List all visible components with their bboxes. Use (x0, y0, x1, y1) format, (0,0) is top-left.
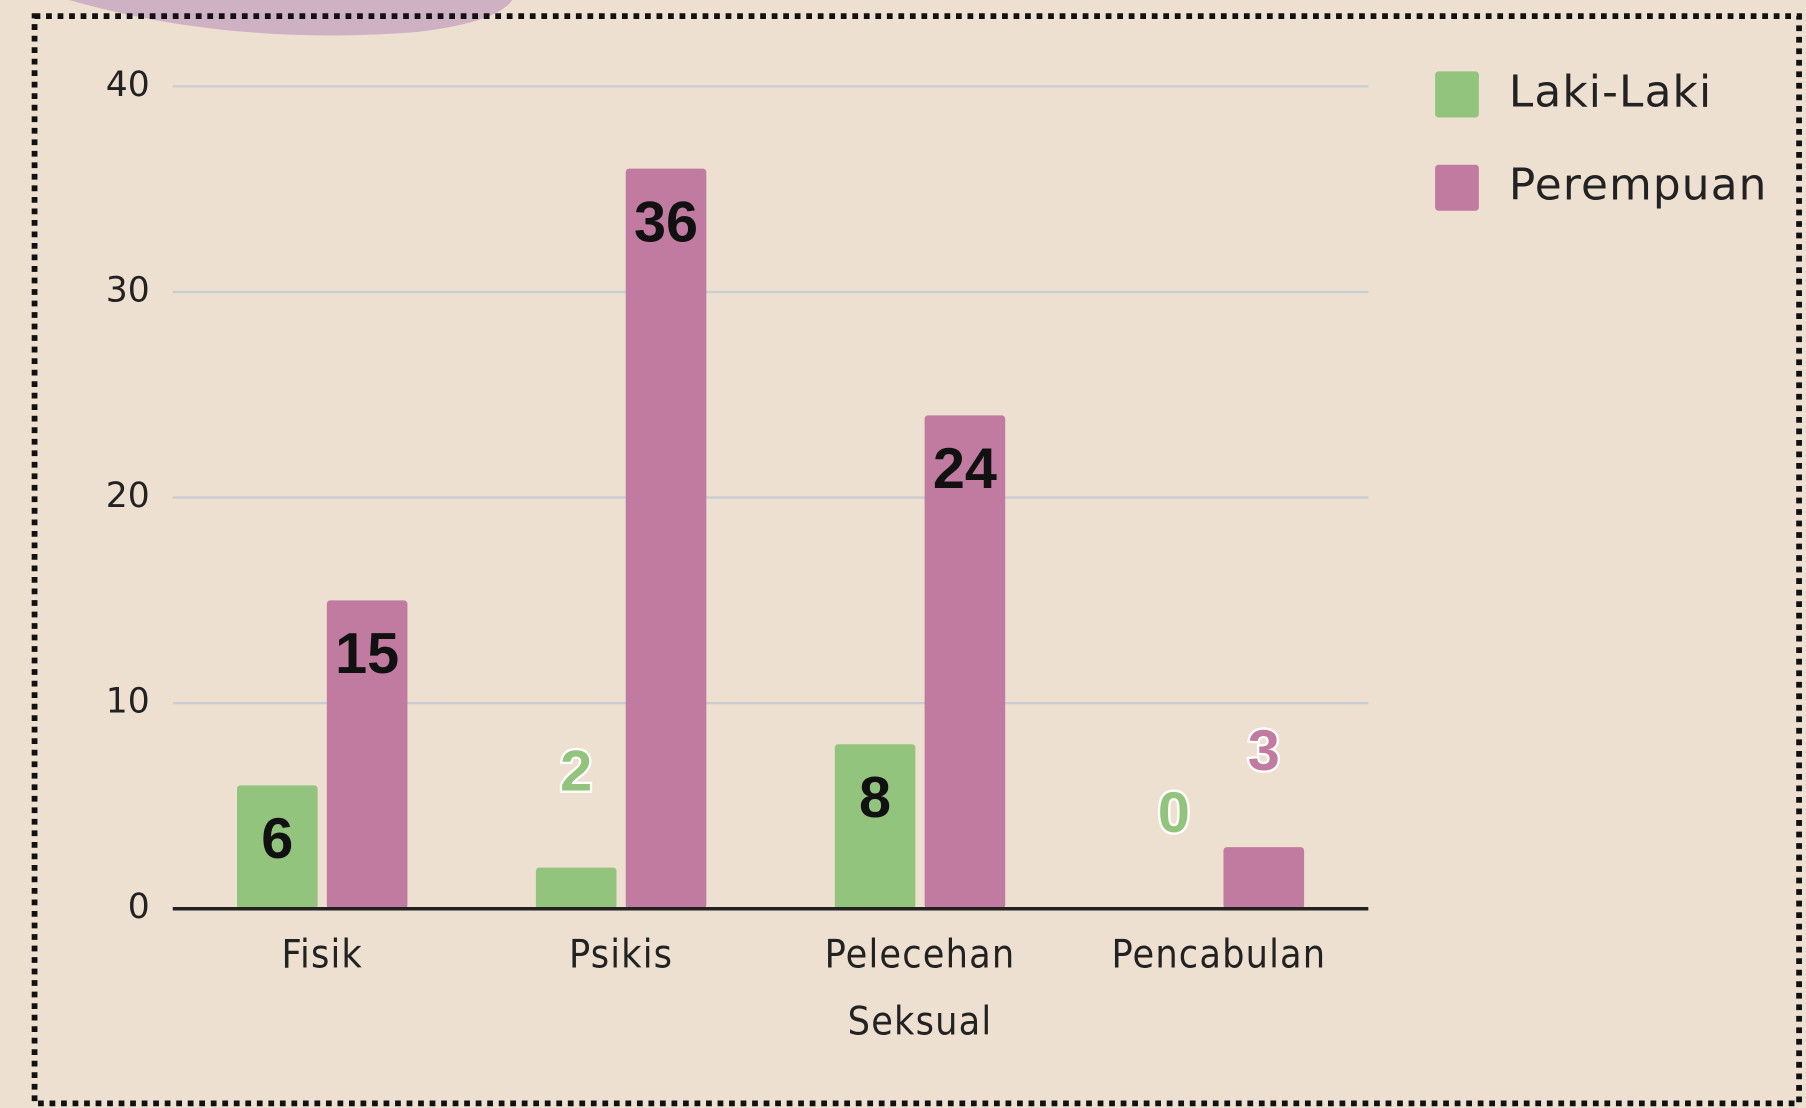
x-tick-label-box: Pelecehan Seksual (824, 931, 1016, 1045)
frame (31, 13, 1802, 1107)
bar (834, 744, 916, 909)
legend-swatch (1435, 164, 1479, 211)
value-label: 24 (933, 437, 997, 501)
bar (1223, 847, 1305, 909)
x-tick-label: Pencabulan (1111, 931, 1327, 978)
value-label: 8 (859, 766, 891, 830)
bar (924, 415, 1006, 909)
bar (236, 785, 318, 909)
y-tick-label: 30 (106, 270, 150, 310)
y-tick-label: 20 (106, 476, 150, 516)
x-tick-label-box: Pencabulan (1111, 931, 1327, 978)
legend-swatch (1435, 71, 1479, 118)
value-label: 3 (1248, 719, 1280, 783)
bar (326, 600, 408, 909)
y-tick-label: 10 (106, 682, 150, 722)
y-tick-label: 40 (106, 65, 150, 105)
value-label: 6 (261, 807, 293, 871)
x-tick-label: Fisik (281, 931, 363, 978)
y-tick-label: 0 (128, 887, 150, 927)
legend-label: Perempuan (1509, 160, 1768, 211)
value-label: 36 (634, 190, 698, 254)
bar (625, 168, 707, 909)
value-label: 2 (560, 740, 592, 804)
legend-label: Laki-Laki (1509, 66, 1713, 117)
value-label: 0 (1158, 781, 1190, 845)
x-tick-label-box: Fisik (281, 931, 363, 978)
bar (535, 867, 617, 909)
x-tick-label: Pelecehan Seksual (824, 931, 1016, 1045)
value-label: 15 (335, 622, 399, 686)
x-tick-label: Psikis (569, 931, 674, 978)
x-tick-label-box: Psikis (569, 931, 674, 978)
